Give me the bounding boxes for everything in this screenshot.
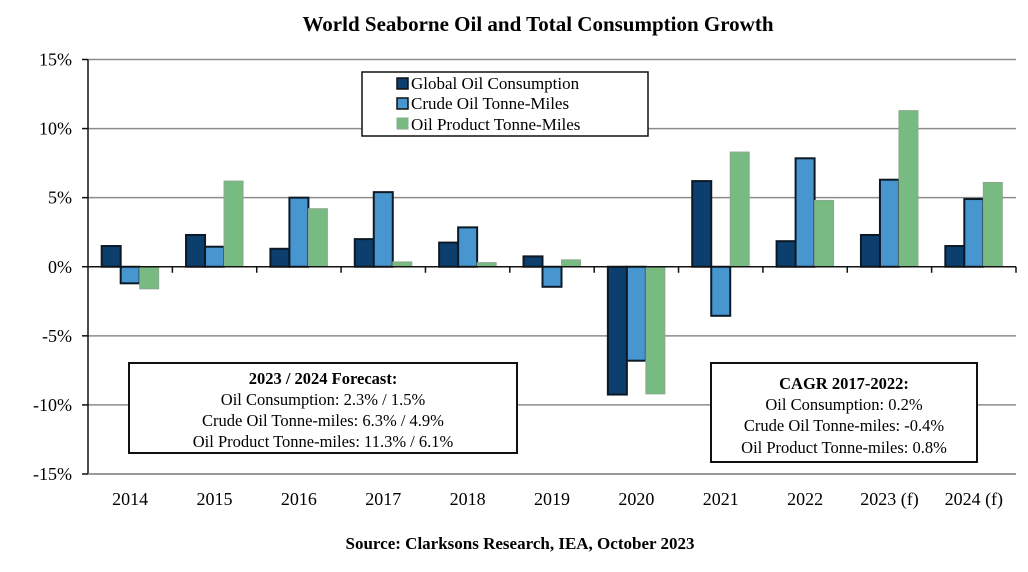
legend-swatch-global-oil-consumption: [396, 77, 409, 90]
bar-crude-oil-tonne-miles-2024-f: [963, 198, 985, 268]
cagr-line: Oil Product Tonne-miles: 0.8%: [741, 438, 947, 457]
forecast-heading: 2023 / 2024 Forecast:: [249, 369, 398, 388]
legend-box: [361, 71, 649, 137]
x-tick-label: 2023 (f): [860, 489, 918, 510]
y-tick-label: -15%: [33, 464, 72, 484]
bar-oil-product-tonne-miles-2016: [307, 208, 328, 268]
axes: [87, 59, 1016, 475]
bar-crude-oil-tonne-miles-2021: [710, 265, 732, 317]
bar-oil-product-tonne-miles-2014: [139, 266, 160, 290]
cagr-line: Oil Consumption: 0.2%: [765, 395, 922, 414]
bar-global-oil-consumption-2022: [775, 240, 797, 268]
bar-global-oil-consumption-2017: [353, 238, 375, 268]
y-axis-ticks: 15% 10% 5% 0% -5% -10% -15%: [33, 50, 88, 484]
legend-swatch-oil-product-tonne-miles: [396, 117, 409, 130]
bar-oil-product-tonne-miles-2024-f: [982, 181, 1003, 268]
bar-global-oil-consumption-2020: [606, 265, 628, 396]
bar-global-oil-consumption-2016: [269, 247, 291, 268]
x-tick-label: 2018: [450, 489, 486, 509]
x-tick-label: 2017: [365, 489, 401, 509]
y-tick-label: 5%: [48, 188, 72, 208]
chart-title: World Seaborne Oil and Total Consumption…: [302, 12, 773, 36]
bar-oil-product-tonne-miles-2023-f: [898, 110, 919, 268]
bar-crude-oil-tonne-miles-2022: [794, 157, 816, 268]
forecast-annotation: 2023 / 2024 Forecast: Oil Consumption: 2…: [128, 362, 518, 454]
y-tick-label: -5%: [42, 326, 72, 346]
cagr-box: [710, 362, 978, 463]
bars: [100, 110, 1003, 396]
bar-global-oil-consumption-2019: [522, 255, 544, 268]
cagr-heading: CAGR 2017-2022:: [779, 374, 909, 393]
x-tick-label: 2015: [197, 489, 233, 509]
forecast-box: [128, 362, 518, 454]
forecast-line: Oil Consumption: 2.3% / 1.5%: [221, 390, 426, 409]
x-axis-ticks: 2014 2015 2016 2017 2018 2019 2020 2021 2022 2023…: [112, 266, 1017, 510]
legend-label-oil-product-tonne-miles: Oil Product Tonne-Miles: [411, 115, 580, 134]
legend-label-crude-oil-tonne-miles: Crude Oil Tonne-Miles: [411, 94, 569, 113]
legend: Global Oil Consumption Crude Oil Tonne-M…: [361, 71, 649, 137]
bar-crude-oil-tonne-miles-2017: [372, 191, 394, 268]
x-tick-label: 2021: [703, 489, 739, 509]
legend-label-global-oil-consumption: Global Oil Consumption: [411, 74, 580, 93]
bar-crude-oil-tonne-miles-2018: [457, 226, 479, 268]
bar-global-oil-consumption-2014: [100, 245, 122, 268]
x-tick-label: 2020: [618, 489, 654, 509]
bar-crude-oil-tonne-miles-2014: [119, 265, 141, 285]
y-tick-label: 15%: [39, 50, 72, 70]
bar-oil-product-tonne-miles-2019: [561, 259, 581, 268]
bar-crude-oil-tonne-miles-2015: [204, 245, 226, 268]
bar-global-oil-consumption-2023-f: [859, 233, 881, 268]
bar-oil-product-tonne-miles-2022: [814, 199, 835, 268]
y-tick-label: 10%: [39, 119, 72, 139]
x-tick-label: 2014: [112, 489, 148, 509]
bar-crude-oil-tonne-miles-2016: [288, 196, 310, 268]
x-tick-label: 2024 (f): [945, 489, 1003, 510]
cagr-annotation: CAGR 2017-2022: Oil Consumption: 0.2% Cr…: [710, 362, 978, 463]
forecast-line: Oil Product Tonne-miles: 11.3% / 6.1%: [193, 432, 454, 451]
legend-swatch-crude-oil-tonne-miles: [396, 97, 409, 110]
bar-global-oil-consumption-2024-f: [944, 245, 966, 268]
cagr-line: Crude Oil Tonne-miles: -0.4%: [744, 416, 944, 435]
bar-global-oil-consumption-2018: [438, 241, 460, 268]
bar-crude-oil-tonne-miles-2023-f: [878, 178, 900, 268]
x-tick-label: 2016: [281, 489, 317, 509]
y-tick-label: 0%: [48, 257, 72, 277]
x-tick-label: 2019: [534, 489, 570, 509]
x-tick-label: 2022: [787, 489, 823, 509]
bar-oil-product-tonne-miles-2015: [223, 180, 244, 268]
forecast-line: Crude Oil Tonne-miles: 6.3% / 4.9%: [202, 411, 444, 430]
bar-global-oil-consumption-2021: [691, 180, 713, 268]
bar-oil-product-tonne-miles-2020: [645, 266, 666, 395]
y-tick-label: -10%: [33, 395, 72, 415]
bar-crude-oil-tonne-miles-2019: [541, 265, 563, 288]
bar-oil-product-tonne-miles-2021: [729, 151, 750, 268]
bar-crude-oil-tonne-miles-2020: [625, 265, 647, 362]
bar-global-oil-consumption-2015: [185, 233, 207, 268]
source-note: Source: Clarksons Research, IEA, October…: [346, 534, 695, 553]
